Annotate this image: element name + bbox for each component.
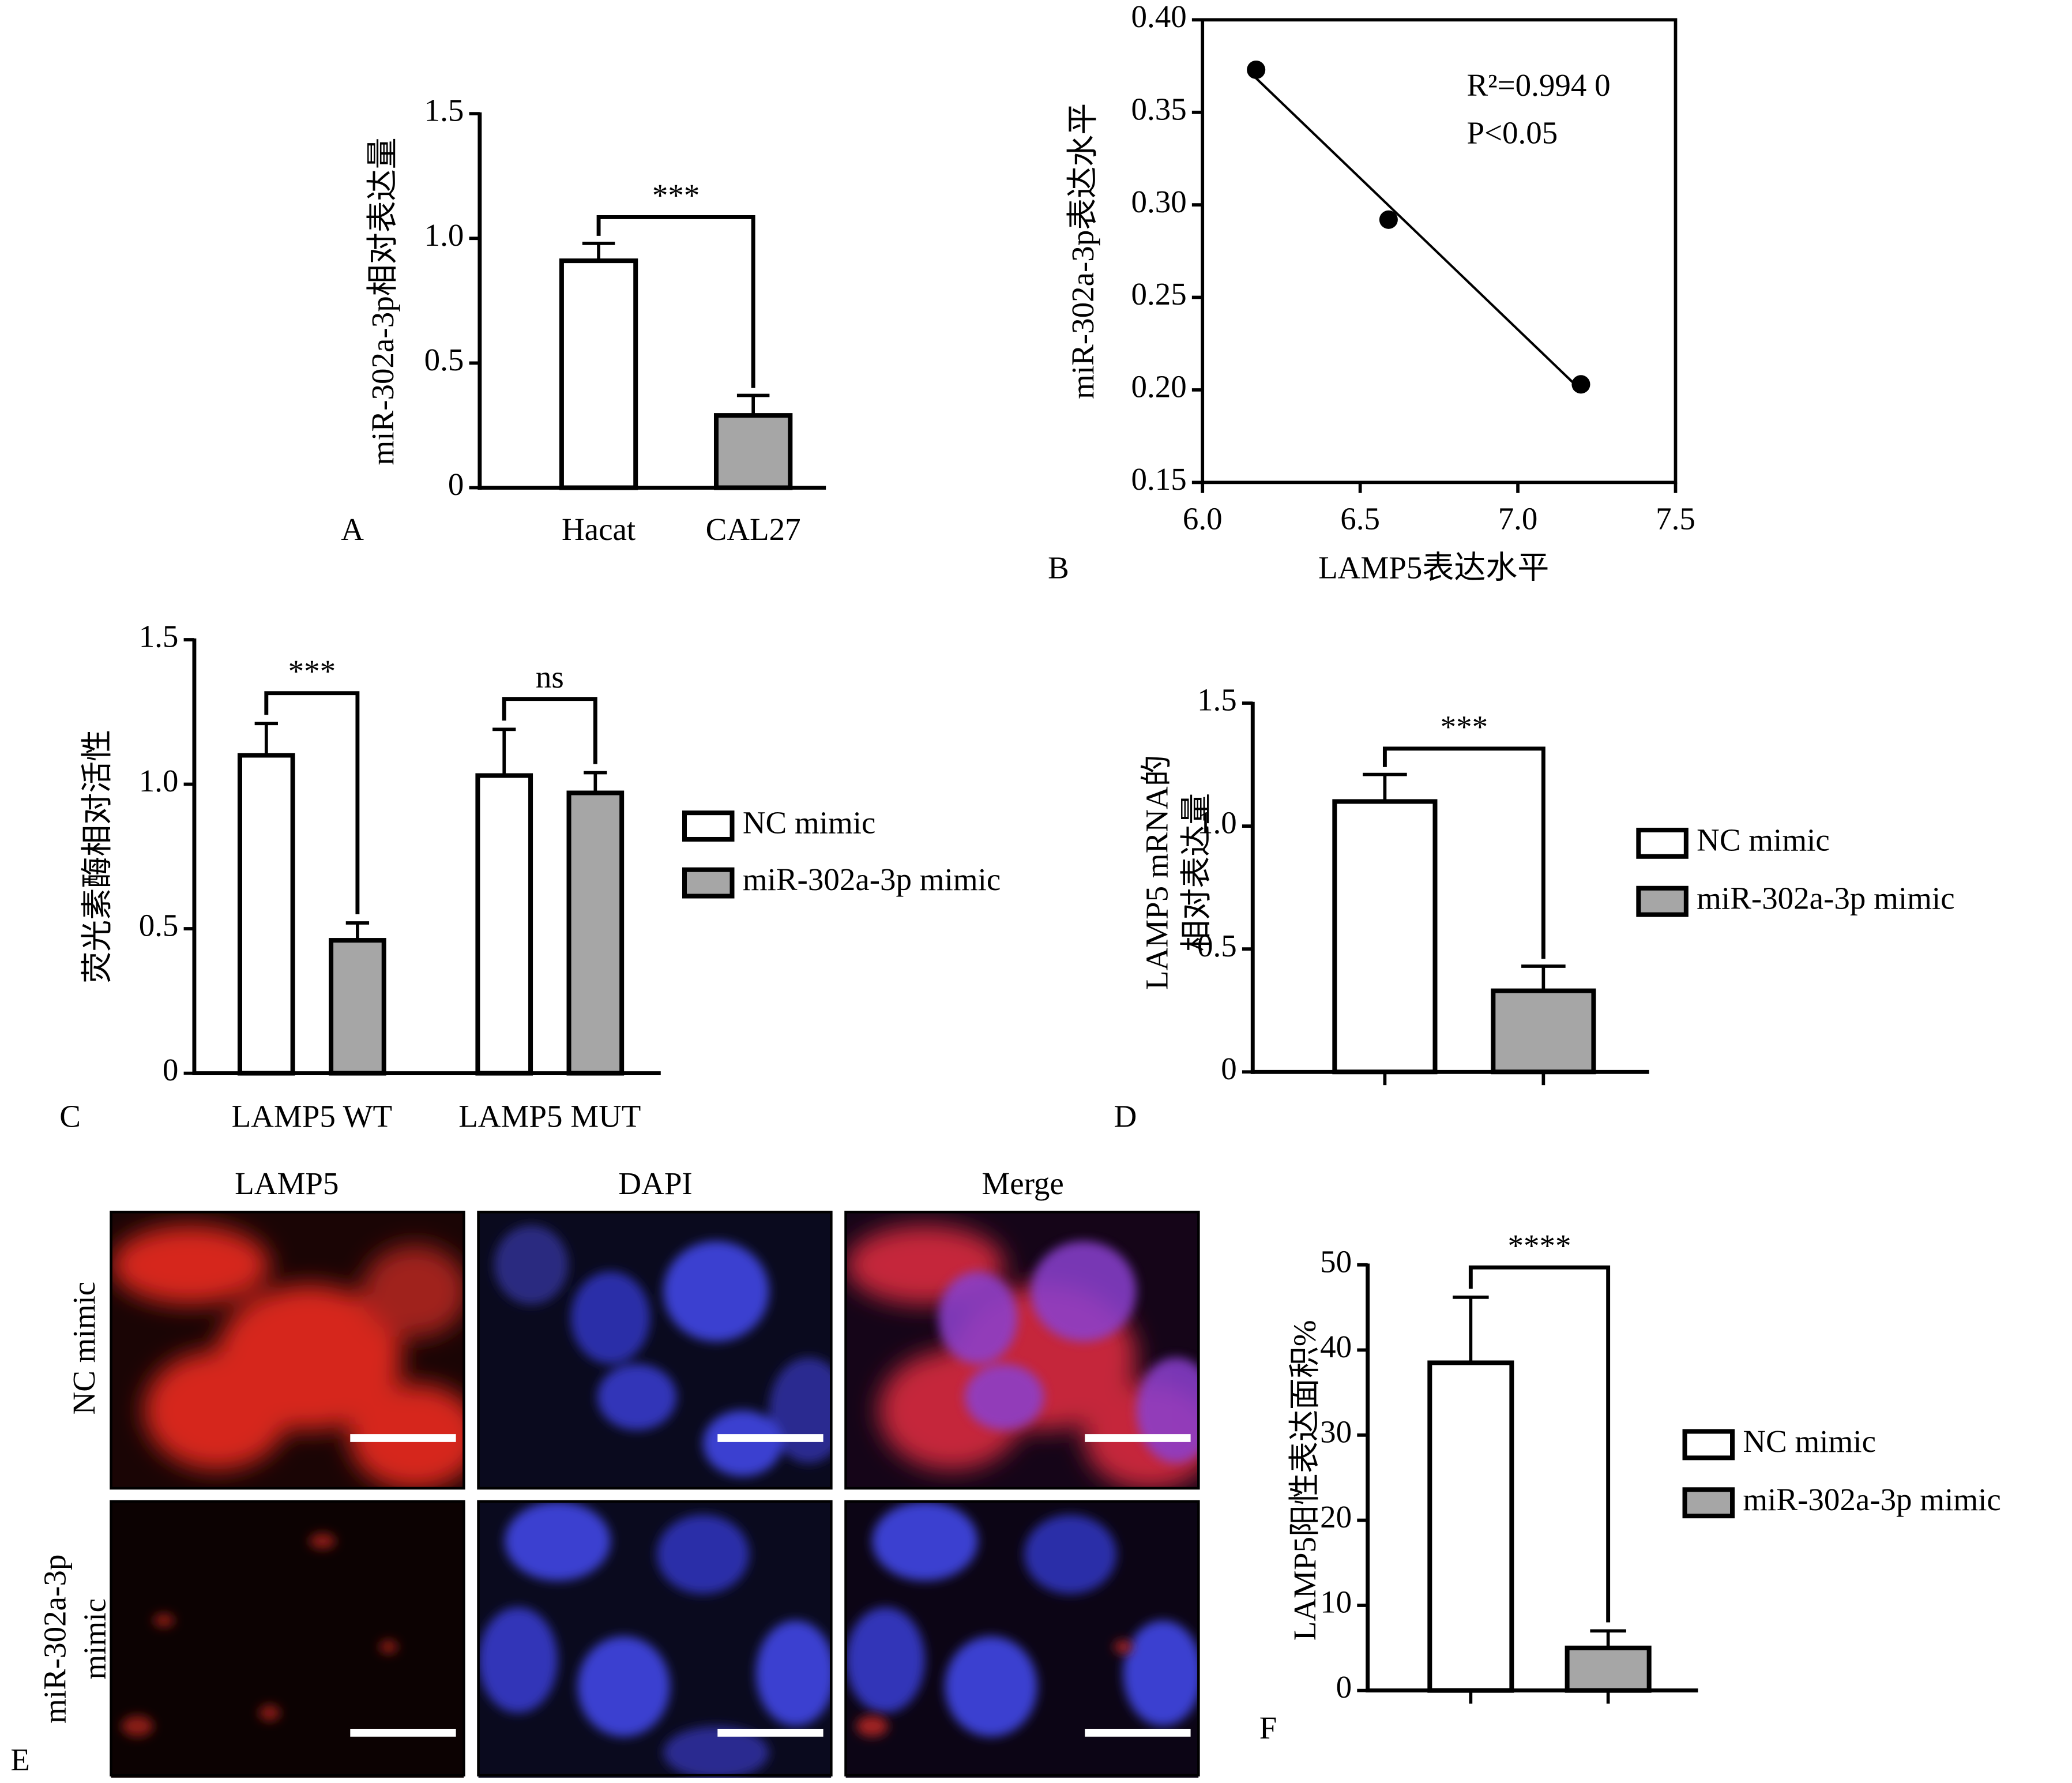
- y-tick-label: 1.5: [1197, 682, 1237, 718]
- y-tick-label: 0: [448, 467, 464, 502]
- y-axis-label: miR-302a-3p相对表达量: [365, 137, 400, 465]
- micrograph: [111, 1501, 464, 1778]
- y-tick-label: 0: [1336, 1669, 1352, 1705]
- y-tick-label: 0: [1221, 1051, 1237, 1086]
- micrograph: [845, 1501, 1199, 1778]
- x-tick-label: Hacat: [562, 512, 635, 547]
- column-label: LAMP5: [235, 1166, 339, 1201]
- bar: [475, 773, 533, 1076]
- bar: [237, 753, 295, 1076]
- legend-swatch: [682, 810, 735, 842]
- y-tick-label: 20: [1320, 1499, 1352, 1534]
- y-tick-label: 0.5: [139, 908, 179, 943]
- bar: [1565, 1645, 1652, 1693]
- significance-label: ***: [288, 654, 336, 689]
- bar: [713, 413, 793, 490]
- x-tick-label: 7.5: [1656, 501, 1695, 536]
- y-tick-label: 0.40: [1131, 0, 1186, 34]
- y-tick-label: 10: [1320, 1585, 1352, 1620]
- legend-label: miR-302a-3p mimic: [1697, 880, 1954, 915]
- bar: [566, 790, 625, 1076]
- y-tick-label: 0.35: [1131, 91, 1186, 126]
- legend-label: NC mimic: [743, 805, 876, 840]
- plot-frame: [1201, 18, 1678, 485]
- panel-label: C: [59, 1098, 81, 1133]
- micrograph-grid: [110, 1210, 1200, 1778]
- micrograph: [845, 1212, 1199, 1489]
- y-tick-label: 1.0: [139, 763, 179, 798]
- bar: [329, 938, 386, 1076]
- y-tick-label: 0.20: [1131, 369, 1186, 404]
- legend-swatch: [1682, 1429, 1735, 1461]
- y-tick-label: 0: [163, 1052, 179, 1087]
- y-tick-label: 0.5: [1197, 928, 1237, 963]
- legend-swatch: [1636, 827, 1689, 859]
- column-label: DAPI: [618, 1166, 692, 1201]
- legend-label: NC mimic: [1697, 822, 1830, 857]
- row-label: NC mimic: [66, 1282, 101, 1415]
- significance-label: ***: [1441, 709, 1488, 744]
- y-tick-label: 1.0: [1197, 805, 1237, 840]
- panel-label: E: [10, 1742, 30, 1777]
- y-tick-label: 1.0: [424, 217, 464, 253]
- panel-label: D: [1114, 1098, 1137, 1133]
- x-tick-label: CAL27: [706, 512, 801, 547]
- x-tick-label: 7.0: [1498, 501, 1538, 536]
- significance-label: ****: [1508, 1228, 1571, 1263]
- y-axis-label: LAMP5 mRNA的: [1140, 755, 1175, 990]
- annotation: P<0.05: [1466, 115, 1558, 151]
- y-axis-label: LAMP5阳性表达面积%: [1287, 1320, 1322, 1641]
- micrograph: [478, 1501, 832, 1778]
- micrograph: [478, 1212, 832, 1489]
- bar: [1332, 799, 1438, 1075]
- significance-bracket: [596, 215, 755, 388]
- legend-label: miR-302a-3p mimic: [743, 862, 1001, 897]
- significance-label: ns: [536, 659, 564, 695]
- micrograph: [111, 1212, 464, 1489]
- legend-swatch: [682, 867, 735, 899]
- y-tick-label: 1.5: [139, 619, 179, 654]
- y-tick-label: 0.5: [424, 342, 464, 377]
- x-tick-label: 6.5: [1340, 501, 1380, 536]
- trendline: [1255, 77, 1582, 391]
- significance-label: ***: [652, 178, 700, 213]
- y-tick-label: 1.5: [424, 93, 464, 128]
- legend-swatch: [1682, 1487, 1735, 1519]
- point: [1571, 375, 1590, 394]
- significance-bracket: [264, 691, 360, 914]
- y-tick-label: 0.30: [1131, 184, 1186, 219]
- y-axis-label: 荧光素酶相对活性: [80, 730, 115, 984]
- row-label: miR-302a-3p: [37, 1555, 73, 1724]
- y-tick-label: 0.15: [1131, 461, 1186, 497]
- x-axis-label: LAMP5表达水平: [1318, 550, 1549, 585]
- annotation: R²=0.994 0: [1466, 67, 1610, 103]
- panel-label: A: [341, 512, 364, 547]
- column-label: Merge: [982, 1166, 1064, 1201]
- legend-swatch: [1636, 885, 1689, 917]
- panel-label: F: [1259, 1710, 1277, 1746]
- bar: [1491, 988, 1596, 1075]
- row-label: mimic: [77, 1598, 112, 1680]
- legend-label: NC mimic: [1743, 1424, 1876, 1459]
- y-tick-label: 50: [1320, 1244, 1352, 1279]
- y-tick-label: 40: [1320, 1329, 1352, 1364]
- y-axis-label: miR-302a-3p表达水平: [1065, 103, 1100, 399]
- point: [1247, 60, 1266, 80]
- bar: [559, 258, 638, 490]
- y-axis-label: 相对表达量: [1179, 793, 1214, 952]
- legend-label: miR-302a-3p mimic: [1743, 1482, 2000, 1517]
- y-tick-label: 30: [1320, 1414, 1352, 1450]
- x-tick-label: LAMP5 MUT: [458, 1098, 641, 1133]
- panel-label: B: [1048, 550, 1069, 585]
- bar: [1427, 1360, 1514, 1693]
- x-tick-label: LAMP5 WT: [232, 1098, 393, 1133]
- point: [1379, 210, 1398, 229]
- significance-bracket: [1382, 746, 1545, 959]
- y-tick-label: 0.25: [1131, 276, 1186, 311]
- x-tick-label: 6.0: [1183, 501, 1223, 536]
- significance-bracket: [1468, 1265, 1611, 1623]
- significance-bracket: [502, 697, 597, 764]
